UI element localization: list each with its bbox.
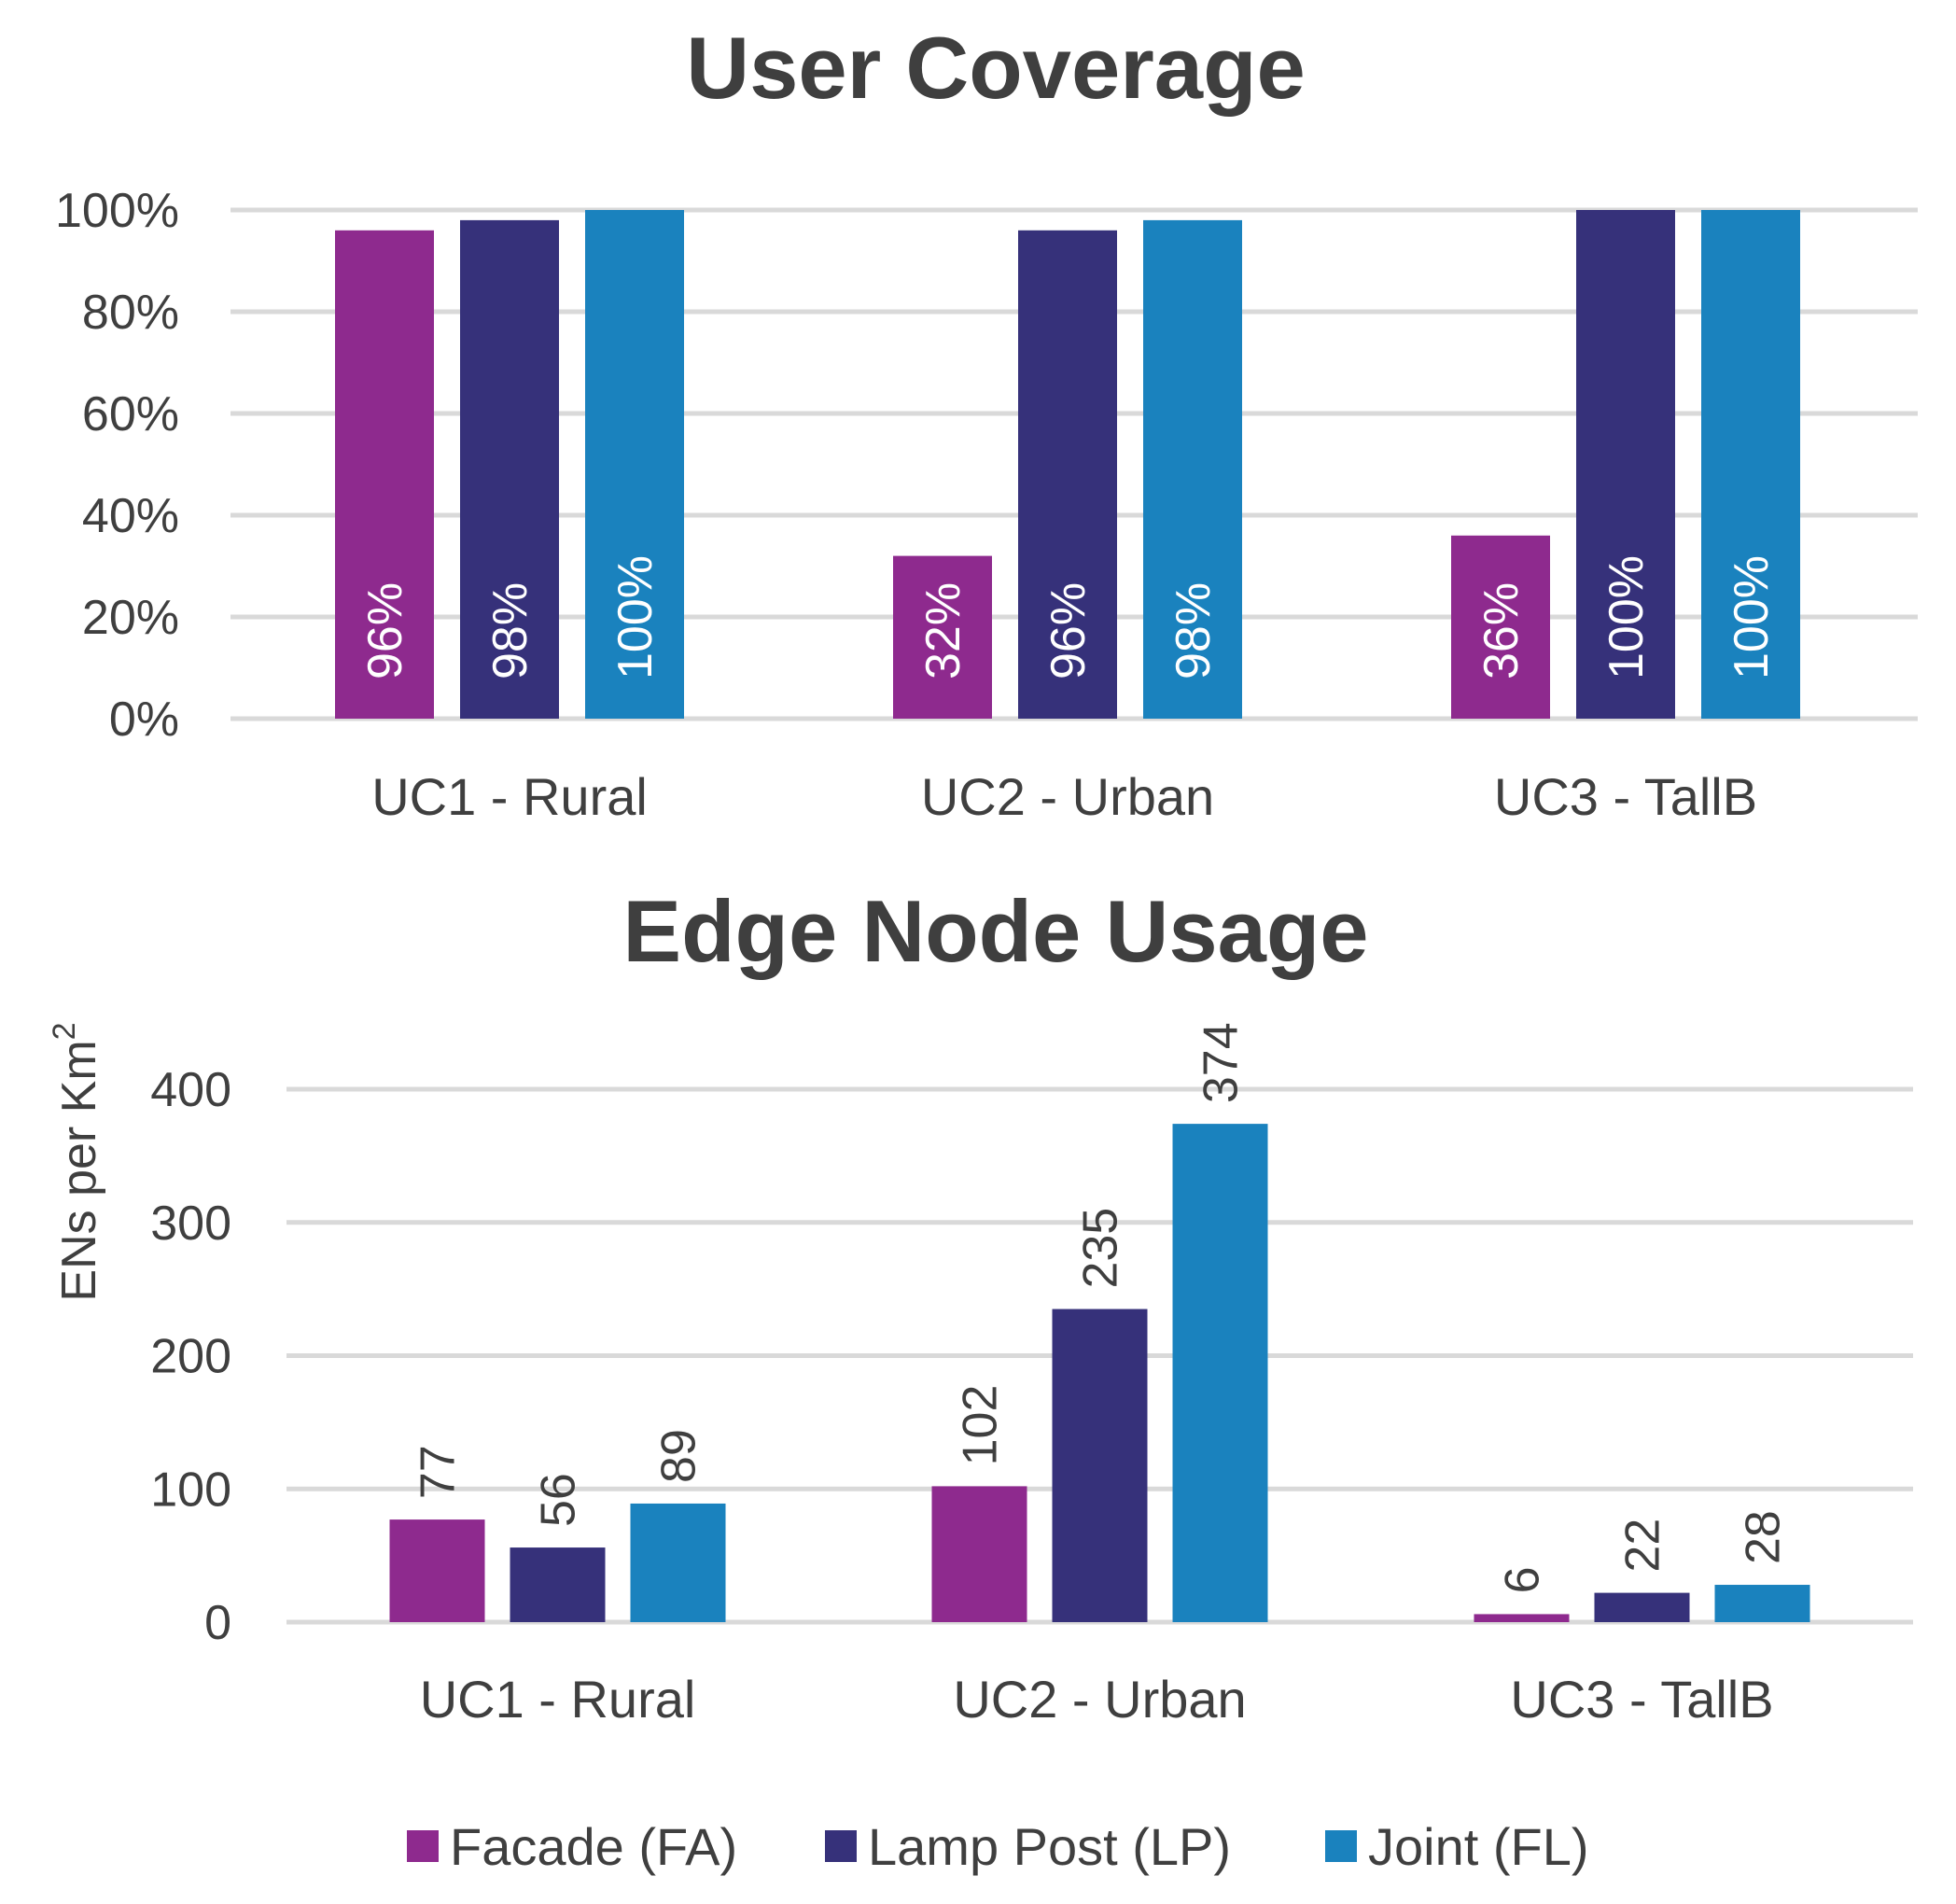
bar-facade-fa-uc2-urban	[931, 1486, 1027, 1622]
y-tick-label: 300	[150, 1197, 231, 1251]
bar-lamp-post-lp-uc3-tallb	[1576, 210, 1675, 719]
data-label: 102	[954, 1385, 1008, 1466]
data-label: 32%	[916, 582, 971, 679]
legend-swatch-lamp-post	[825, 1830, 857, 1862]
legend-item-lamp-post: Lamp Post (LP)	[825, 1817, 1231, 1876]
bar-joint-fl-uc2-urban	[1143, 219, 1242, 719]
legend-label-joint: Joint (FL)	[1368, 1817, 1589, 1876]
y-tick-label: 200	[150, 1330, 231, 1384]
data-label: 98%	[483, 582, 538, 679]
data-label: 235	[1074, 1208, 1128, 1289]
y-axis-title: ENs per Km2	[47, 1022, 106, 1301]
bar-joint-fl-uc1-rural	[630, 1503, 726, 1622]
y-axis-title-superscript: 2	[47, 1022, 82, 1040]
legend-swatch-joint	[1325, 1830, 1357, 1862]
data-label: 28	[1737, 1510, 1791, 1564]
data-label: 100%	[1600, 555, 1654, 679]
y-tick-label: 400	[150, 1063, 231, 1117]
y-tick-label: 100%	[55, 184, 179, 238]
y-tick-label: 0	[204, 1596, 231, 1650]
x-category-label: UC3 - TallB	[1494, 767, 1757, 826]
bar-lamp-post-lp-uc1-rural	[460, 219, 559, 719]
x-category-label: UC2 - Urban	[921, 767, 1214, 826]
legend-item-joint: Joint (FL)	[1325, 1817, 1589, 1876]
bar-joint-fl-uc1-rural	[585, 210, 684, 719]
bar-facade-fa-uc3-tallb	[1451, 535, 1550, 719]
y-tick-label: 0%	[109, 693, 179, 747]
data-label: 96%	[358, 582, 412, 679]
legend-label-lamp-post: Lamp Post (LP)	[868, 1817, 1231, 1876]
y-axis-title-text: ENs per Km	[52, 1040, 106, 1301]
y-tick-label: 40%	[82, 489, 179, 543]
bar-lamp-post-lp-uc1-rural	[510, 1547, 606, 1622]
bar-joint-fl-uc3-tallb	[1701, 210, 1800, 719]
edge-node-usage-chart: Edge Node Usage ENs per Km2 0 100 200 300 40…	[47, 882, 1913, 1729]
data-label: 96%	[1041, 582, 1096, 679]
data-label: 89	[652, 1429, 706, 1483]
data-label: 100%	[1725, 555, 1779, 679]
bar-joint-fl-uc2-urban	[1172, 1124, 1268, 1622]
y-tick-label: 100	[150, 1463, 231, 1517]
user-coverage-chart: User Coverage 0% 20% 40% 60% 80% 100% 96% 98% 1…	[55, 19, 1918, 826]
chart-title: User Coverage	[686, 19, 1306, 117]
data-label: 56	[532, 1473, 586, 1527]
bar-facade-fa-uc1-rural	[335, 230, 434, 720]
data-label: 374	[1195, 1022, 1249, 1103]
bar-facade-fa-uc2-urban	[893, 555, 992, 719]
legend-label-facade: Facade (FA)	[450, 1817, 737, 1876]
data-label: 22	[1616, 1519, 1670, 1573]
x-category-label: UC3 - TallB	[1510, 1670, 1773, 1729]
x-category-label: UC1 - Rural	[371, 767, 648, 826]
data-label: 6	[1496, 1567, 1550, 1594]
y-tick-label: 80%	[82, 286, 179, 340]
legend-item-facade: Facade (FA)	[407, 1817, 737, 1876]
bar-lamp-post-lp-uc2-urban	[1018, 230, 1117, 720]
bar-joint-fl-uc3-tallb	[1714, 1585, 1810, 1622]
legend: Facade (FA) Lamp Post (LP) Joint (FL)	[407, 1817, 1589, 1876]
legend-swatch-facade	[407, 1830, 439, 1862]
bar-lamp-post-lp-uc2-urban	[1052, 1309, 1148, 1622]
data-label: 98%	[1167, 582, 1221, 679]
bar-lamp-post-lp-uc3-tallb	[1594, 1592, 1690, 1622]
y-tick-label: 20%	[82, 591, 179, 645]
x-category-label: UC2 - Urban	[953, 1670, 1246, 1729]
x-category-label: UC1 - Rural	[420, 1670, 696, 1729]
data-label: 100%	[608, 555, 663, 679]
chart-title: Edge Node Usage	[622, 882, 1368, 980]
y-tick-label: 60%	[82, 387, 179, 441]
data-label: 36%	[1474, 582, 1529, 679]
data-label: 77	[412, 1445, 466, 1499]
bar-facade-fa-uc3-tallb	[1474, 1614, 1570, 1622]
bar-facade-fa-uc1-rural	[389, 1519, 485, 1622]
